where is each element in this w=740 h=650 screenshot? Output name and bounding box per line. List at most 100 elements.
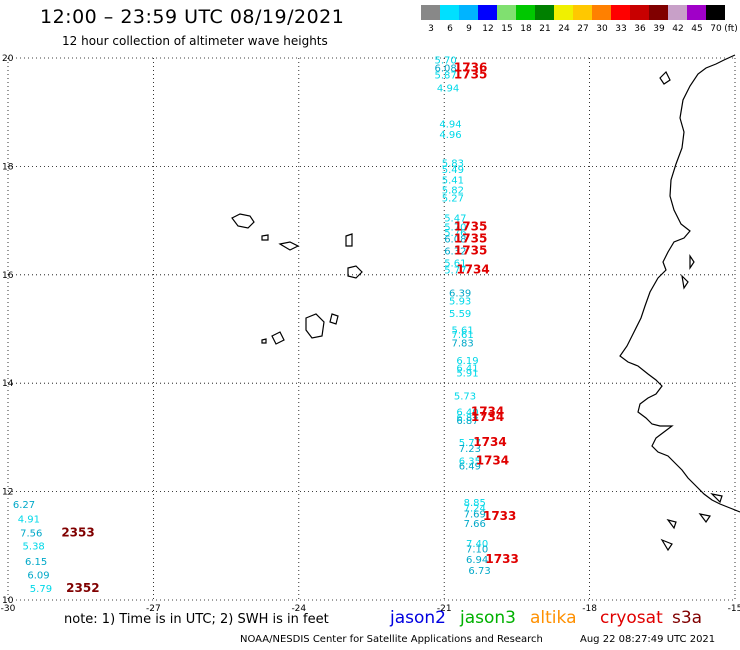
lat-tick-label: 12 bbox=[2, 488, 13, 498]
wave-height-value: 7.24 bbox=[464, 504, 486, 515]
pass-time-label: 1734 bbox=[471, 410, 504, 424]
wave-height-value: 6.15 bbox=[25, 557, 47, 568]
wave-height-value: 6.94 bbox=[466, 555, 488, 566]
wave-height-value: 5.70 bbox=[444, 222, 466, 233]
wave-height-value: 5.73 bbox=[454, 391, 476, 402]
colorbar-label: 9 bbox=[466, 24, 472, 34]
wave-height-value: 5.93 bbox=[449, 297, 471, 308]
pass-time-label: 1734 bbox=[471, 405, 504, 419]
island-brava bbox=[261, 338, 267, 344]
wave-height-value: 6.32 bbox=[444, 247, 466, 258]
colorbar-label: 6 bbox=[447, 24, 453, 34]
coastline bbox=[231, 54, 740, 552]
pass-time-label: 2352 bbox=[66, 581, 99, 595]
colorbar-label: 15 bbox=[501, 24, 513, 34]
island-sao-vicente bbox=[261, 234, 269, 241]
grid-lines bbox=[7, 57, 736, 601]
colorbar-swatch bbox=[573, 5, 592, 20]
wave-height-value: 5.38 bbox=[23, 542, 45, 553]
colorbar-unit: (ft) bbox=[724, 24, 738, 34]
wave-height-value: 6.35 bbox=[459, 457, 481, 468]
wave-height-value: 7.40 bbox=[466, 539, 488, 550]
colorbar-label: 39 bbox=[653, 24, 665, 34]
wave-height-value: 5.59 bbox=[449, 309, 471, 320]
wave-height-value: 6.09 bbox=[27, 570, 49, 581]
colorbar-swatch bbox=[668, 5, 687, 20]
pass-time-label: 1734 bbox=[473, 435, 506, 449]
colorbar-label: 18 bbox=[520, 24, 532, 34]
pass-time-label: 1733 bbox=[483, 509, 516, 523]
pass-time-labels: 1736173517351735173517341734173417341734… bbox=[61, 61, 518, 595]
lat-tick-label: 10 bbox=[2, 596, 14, 606]
colorbar-swatch bbox=[592, 5, 611, 20]
wave-height-value: 5.87 bbox=[435, 71, 457, 82]
colorbar-label: 3 bbox=[428, 24, 434, 34]
pass-time-label: 1734 bbox=[476, 454, 509, 468]
generated-timestamp: Aug 22 08:27:49 UTC 2021 bbox=[580, 634, 716, 645]
lon-tick-label: -30 bbox=[1, 604, 16, 614]
colorbar-label: 70 bbox=[710, 24, 722, 34]
island-sal bbox=[345, 233, 353, 247]
wave-height-value: 4.96 bbox=[439, 130, 461, 141]
colorbar-label: 36 bbox=[634, 24, 646, 34]
island-boa-vista bbox=[347, 265, 363, 279]
wave-height-value: 5.47 bbox=[444, 214, 466, 225]
wave-height-value: 5.79 bbox=[30, 584, 52, 595]
pass-time-label: 1736 bbox=[454, 61, 487, 75]
wave-height-value: 5.27 bbox=[442, 194, 464, 205]
wave-height-value: 7.66 bbox=[464, 519, 486, 530]
lon-tick-label: -24 bbox=[291, 604, 306, 614]
wave-height-value: 7.10 bbox=[466, 544, 488, 555]
wave-height-value: 4.94 bbox=[437, 84, 459, 95]
wave-height-value: 5.91 bbox=[456, 369, 478, 380]
colorbar-swatch bbox=[630, 5, 649, 20]
pass-time-label: 1735 bbox=[454, 219, 487, 233]
wave-height-value: 5.61 bbox=[444, 259, 466, 270]
island-sao-nicolau bbox=[278, 241, 300, 251]
colorbar-swatch bbox=[497, 5, 516, 20]
lon-tick-label: -18 bbox=[582, 604, 597, 614]
wave-height-value: 6.08 bbox=[444, 234, 466, 245]
colorbar-label: 42 bbox=[672, 24, 684, 34]
wave-height-value: 5.49 bbox=[442, 165, 464, 176]
wave-height-value: 6.49 bbox=[459, 461, 481, 472]
lat-tick-label: 16 bbox=[2, 271, 14, 281]
axis-labels: -30 -27 -24 -21 -18 -15 20 18 16 14 12 10 bbox=[1, 54, 740, 614]
pass-time-label: 1733 bbox=[485, 552, 518, 566]
colorbar-swatch bbox=[421, 5, 440, 20]
colorbar-swatch bbox=[554, 5, 573, 20]
lat-tick-label: 14 bbox=[2, 379, 14, 389]
coastal-islands bbox=[659, 70, 723, 552]
colorbar-label: 33 bbox=[615, 24, 627, 34]
credit: NOAA/NESDIS Center for Satellite Applica… bbox=[240, 634, 543, 645]
colorbar-swatch bbox=[535, 5, 554, 20]
legend-item-jason2: jason2 bbox=[390, 608, 446, 628]
legend-item-altika: altika bbox=[530, 608, 577, 628]
colorbar-swatch bbox=[478, 5, 497, 20]
wave-height-value: 5.77 bbox=[459, 438, 481, 449]
wave-height-value: 5.41 bbox=[442, 176, 464, 187]
colorbar-label: 12 bbox=[482, 24, 494, 34]
wave-height-value: 5.77 bbox=[444, 266, 466, 277]
colorbar-swatch bbox=[649, 5, 668, 20]
wave-height-value: 7.23 bbox=[459, 444, 481, 455]
pass-time-label: 1735 bbox=[454, 68, 487, 82]
wave-height-value: 6.73 bbox=[468, 566, 490, 577]
pass-time-label: 1735 bbox=[454, 231, 487, 245]
pass-time-label: 1734 bbox=[456, 263, 489, 277]
colorbar-label: 21 bbox=[539, 24, 551, 34]
legend-item-cryosat: cryosat bbox=[600, 608, 663, 628]
colorbar-swatch bbox=[516, 5, 535, 20]
colorbar-label: 45 bbox=[691, 24, 703, 34]
wave-height-value: 6.87 bbox=[456, 413, 478, 424]
wave-height-value: 6.27 bbox=[13, 500, 35, 511]
wave-height-value: 7.83 bbox=[451, 338, 473, 349]
wave-height-values: 5.706.085.874.944.944.965.835.495.415.82… bbox=[13, 55, 491, 594]
map-title: 12:00 – 23:59 UTC 08/19/2021 bbox=[40, 6, 345, 28]
wave-height-value: 5.61 bbox=[451, 325, 473, 336]
colorbar-swatch bbox=[440, 5, 459, 20]
lon-tick-label: -21 bbox=[437, 604, 452, 614]
colorbar-swatch bbox=[687, 5, 706, 20]
wave-height-value: 6.87 bbox=[456, 416, 478, 427]
